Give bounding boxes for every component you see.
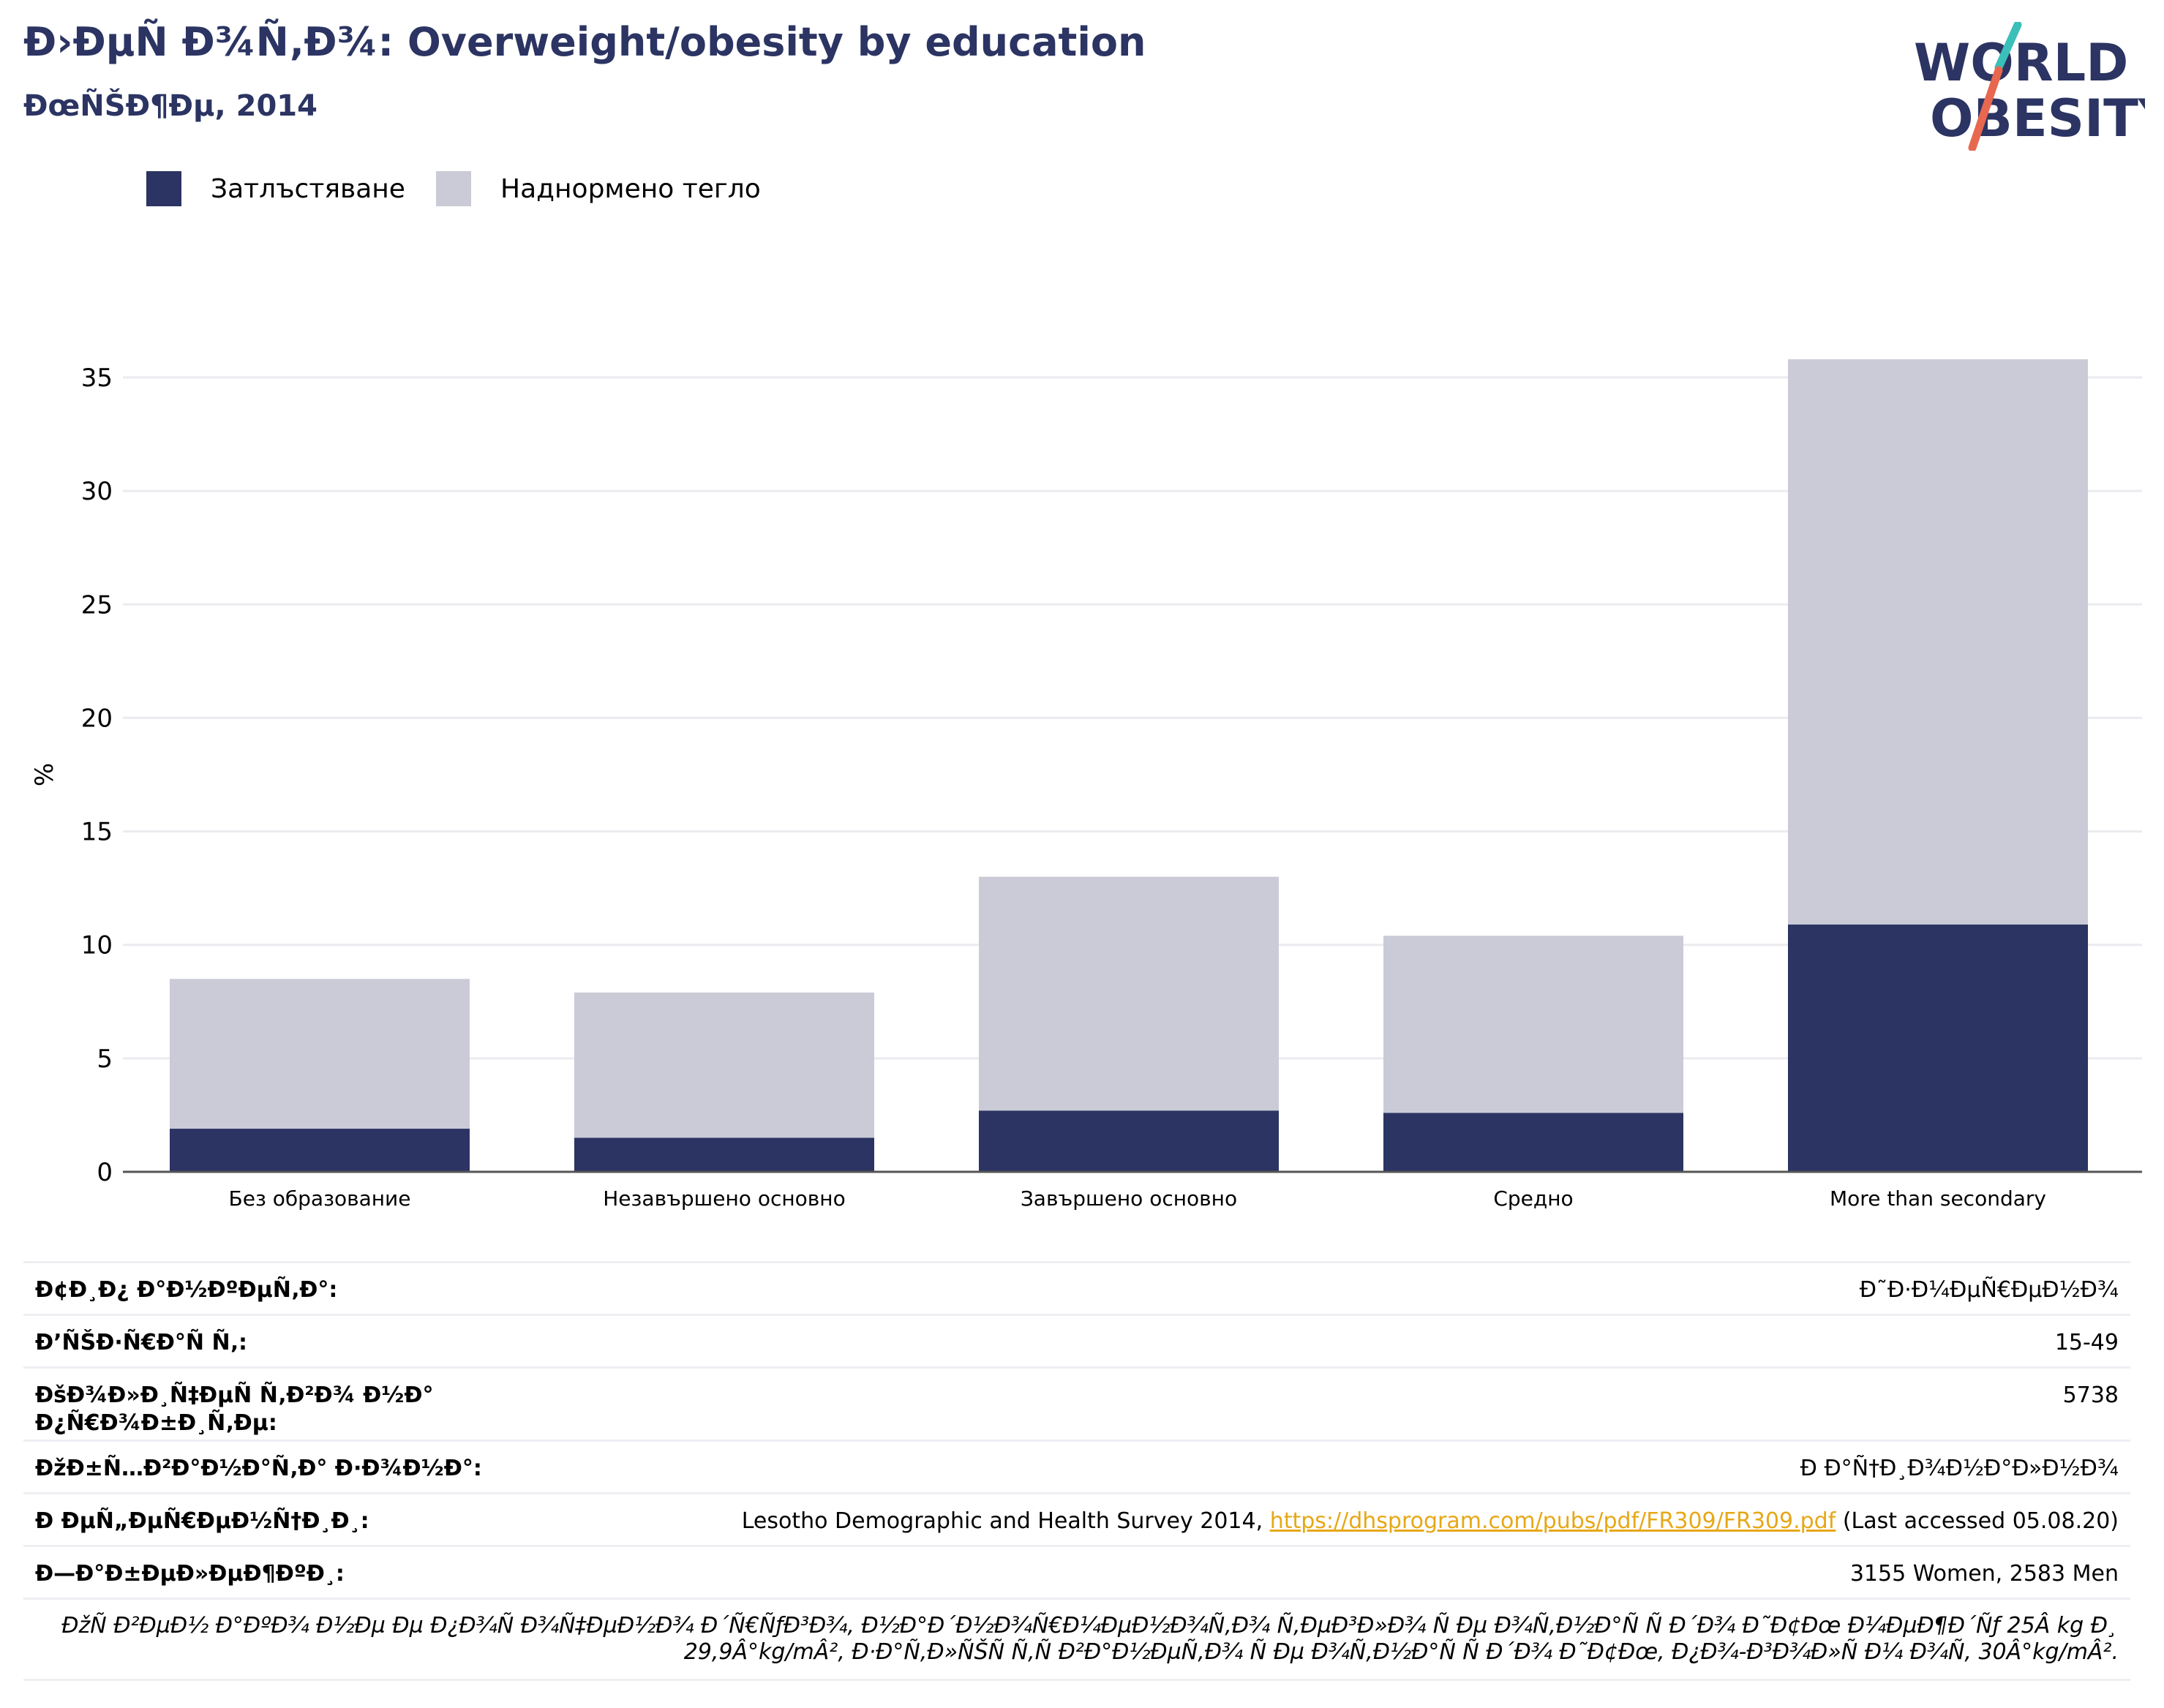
legend-item-overweight: Наднормено тегло (436, 170, 761, 208)
reference-text: Lesotho Demographic and Health Survey 20… (741, 1508, 1270, 1534)
info-value-references: Lesotho Demographic and Health Survey 20… (582, 1508, 2119, 1535)
bar-obesity-2 (979, 1110, 1279, 1172)
reference-accessed: (Last accessed 05.08.20) (1836, 1508, 2119, 1534)
x-tick-label-4: More than secondary (1830, 1186, 2046, 1211)
bar-overweight-1 (574, 992, 874, 1138)
stacked-bar-chart: 0 5 10 15 20 25 30 35% Без образование Незавършен… (30, 359, 2142, 1211)
bar-overweight-3 (1383, 936, 1683, 1113)
bar-overweight-4 (1788, 359, 2088, 925)
y-tick-label-10: 10 (81, 931, 113, 960)
y-tick-label-5: 5 (97, 1045, 113, 1074)
legend-swatch-overweight (436, 171, 471, 206)
bar-obesity-0 (170, 1129, 470, 1172)
logo-text-obesity: OBESITY (1930, 89, 2145, 148)
info-label-age: Ð’ÑŠÐ·Ñ€Ð°Ñ Ñ‚: (35, 1330, 247, 1355)
info-label-coverage: ÐžÐ±Ñ…Ð²Ð°Ð½Ð°Ñ‚Ð° Ð·Ð¾Ð½Ð°: (35, 1456, 482, 1481)
legend-swatch-obesity (146, 171, 181, 206)
bar-obesity-3 (1383, 1113, 1683, 1172)
y-tick-label-15: 15 (81, 818, 113, 847)
legend-label-obesity: Затлъстяване (211, 173, 405, 204)
world-obesity-logo: WORLD OBESITY (1914, 22, 2145, 151)
y-tick-label-30: 30 (81, 477, 113, 506)
logo-slash-top (1994, 22, 2022, 72)
info-row-notes: Ð—Ð°Ð±ÐµÐ»ÐµÐ¶ÐºÐ¸: 3155 Women, 2583 Men (23, 1545, 2130, 1598)
y-tick-label-25: 25 (81, 590, 113, 620)
info-row-survey-type: Ð¢Ð¸Ð¿ Ð°Ð½ÐºÐµÑ‚Ð°: Ð˜Ð·Ð¼ÐµÑ€ÐµÐ½Ð¾ (23, 1261, 2130, 1314)
info-value-sample-size: 5738 (2062, 1382, 2119, 1408)
y-tick-label-20: 20 (81, 704, 113, 733)
y-tick-label-35: 35 (81, 364, 113, 393)
legend-label-overweight: Наднормено тегло (500, 173, 761, 204)
reference-link[interactable]: https://dhsprogram.com/pubs/pdf/FR309/FR… (1269, 1508, 1836, 1534)
chart-title: Ð›ÐµÑ Ð¾Ñ‚Ð¾: Overweight/obesity by educ… (23, 19, 1146, 65)
info-label-notes: Ð—Ð°Ð±ÐµÐ»ÐµÐ¶ÐºÐ¸: (35, 1561, 345, 1587)
x-tick-label-0: Без образование (229, 1186, 411, 1211)
x-tick-label-3: Средно (1493, 1186, 1573, 1211)
info-row-references: Ð ÐµÑ„ÐµÑ€ÐµÐ½Ñ†Ð¸Ð¸: Lesotho Demographi… (23, 1492, 2130, 1545)
info-row-coverage: ÐžÐ±Ñ…Ð²Ð°Ð½Ð°Ñ‚Ð° Ð·Ð¾Ð½Ð°: Ð Ð°Ñ†Ð¸Ð¾Ð… (23, 1440, 2130, 1492)
chart-subtitle: ÐœÑŠÐ¶Ðµ, 2014 (23, 89, 318, 123)
info-label-survey-type: Ð¢Ð¸Ð¿ Ð°Ð½ÐºÐµÑ‚Ð°: (35, 1277, 338, 1303)
info-label-sample-size: ÐšÐ¾Ð»Ð¸Ñ‡ÐµÑ Ñ‚Ð²Ð¾ Ð½Ð° Ð¿Ñ€Ð¾Ð±Ð¸Ñ‚Ðµ… (35, 1382, 434, 1436)
footnote-text: ÐžÑ Ð²ÐµÐ½ Ð°ÐºÐ¾ Ð½Ðµ Ðµ Ð¿Ð¾Ñ Ð¾Ñ‡ÐµÐ½… (61, 1613, 2119, 1665)
info-row-sample-size: ÐšÐ¾Ð»Ð¸Ñ‡ÐµÑ Ñ‚Ð²Ð¾ Ð½Ð° Ð¿Ñ€Ð¾Ð±Ð¸Ñ‚Ðµ… (23, 1366, 2130, 1440)
info-value-notes: 3155 Women, 2583 Men (1849, 1561, 2119, 1587)
bar-obesity-1 (574, 1137, 874, 1172)
logo-slash-bottom (1968, 66, 2003, 151)
logo-text-world: WORLD (1914, 33, 2128, 93)
y-tick-label-0: 0 (97, 1158, 113, 1187)
x-tick-label-2: Завършено основно (1021, 1186, 1237, 1211)
bar-overweight-0 (170, 979, 470, 1129)
bar-obesity-4 (1788, 924, 2088, 1172)
info-row-age: Ð’ÑŠÐ·Ñ€Ð°Ñ Ñ‚: 15-49 (23, 1314, 2130, 1366)
y-axis-label: % (30, 763, 59, 786)
info-value-age: 15-49 (2054, 1330, 2119, 1355)
info-label-references: Ð ÐµÑ„ÐµÑ€ÐµÐ½Ñ†Ð¸Ð¸: (35, 1508, 369, 1534)
info-value-survey-type: Ð˜Ð·Ð¼ÐµÑ€ÐµÐ½Ð¾ (1859, 1277, 2119, 1303)
bar-overweight-2 (979, 876, 1279, 1111)
x-tick-label-1: Незавършено основно (603, 1186, 845, 1211)
legend-item-obesity: Затлъстяване (146, 170, 405, 208)
definitions-footnote: ÐžÑ Ð²ÐµÐ½ Ð°ÐºÐ¾ Ð½Ðµ Ðµ Ð¿Ð¾Ñ Ð¾Ñ‡ÐµÐ½… (23, 1598, 2130, 1681)
info-value-coverage: Ð Ð°Ñ†Ð¸Ð¾Ð½Ð°Ð»Ð½Ð¾ (1800, 1456, 2119, 1481)
